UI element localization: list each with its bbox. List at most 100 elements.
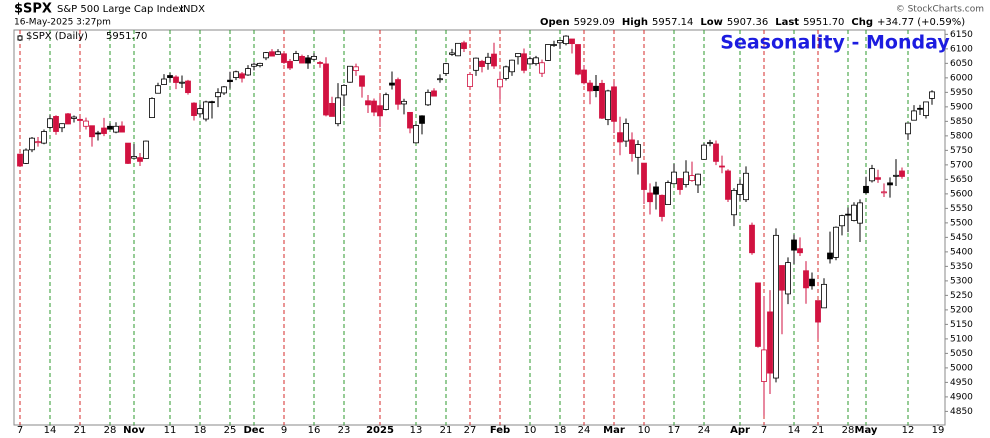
- plot: 4850 4900 4950 5000 5050 5100 5150 5200 5250 5300…: [17, 30, 973, 436]
- candle-body: [203, 101, 209, 120]
- candle-body: [443, 63, 449, 74]
- index-name: S&P 500 Large Cap Index: [57, 4, 184, 15]
- candle-body: [869, 168, 875, 182]
- candle-body: [755, 282, 761, 347]
- candle-body: [791, 239, 797, 251]
- candle-body: [809, 278, 815, 287]
- y-tick-label: 4950: [950, 378, 973, 388]
- x-tick-label: 14: [44, 425, 57, 436]
- y-tick-label: 4900: [950, 392, 973, 402]
- legend-name: $SPX (Daily): [26, 31, 88, 42]
- candle-body: [503, 66, 509, 79]
- x-tick-label: 12: [902, 425, 915, 436]
- quote-label: Open: [540, 17, 570, 28]
- quote-value: 5951.70: [803, 17, 844, 28]
- candle-body: [677, 178, 683, 190]
- candle-body: [617, 132, 623, 143]
- candle-body: [131, 156, 137, 159]
- candle-body: [89, 125, 95, 138]
- candle-body: [479, 60, 485, 67]
- y-tick-label: 5250: [950, 291, 973, 301]
- quote-label: Chg: [851, 17, 873, 28]
- candle-body: [389, 82, 395, 86]
- x-tick-label: Dec: [243, 425, 264, 436]
- quote-value: 5907.36: [727, 17, 768, 28]
- candle-body: [605, 90, 611, 121]
- candle-body: [113, 125, 119, 133]
- x-tick-label: 11: [164, 425, 177, 436]
- candle-body: [719, 165, 725, 168]
- timestamp: 16-May-2025 3:27pm: [14, 18, 111, 28]
- y-tick-label: 5550: [950, 204, 973, 214]
- x-tick-label: 14: [788, 425, 801, 436]
- candle-body: [857, 202, 863, 224]
- candle-body: [875, 177, 881, 180]
- candle-body: [269, 51, 275, 57]
- candle-body: [515, 53, 521, 58]
- candle-body: [347, 65, 353, 83]
- x-tick-label: 9: [281, 425, 287, 436]
- x-tick-label: 25: [224, 425, 237, 436]
- candle-body: [653, 186, 659, 195]
- candle-body: [473, 57, 479, 71]
- candle-body: [509, 59, 515, 73]
- y-tick-label: 5500: [950, 218, 973, 228]
- candle-body: [905, 122, 911, 135]
- candle-body: [545, 44, 551, 61]
- x-tick-label: 28: [104, 425, 117, 436]
- candle-body: [257, 62, 263, 67]
- candle-body: [305, 57, 311, 64]
- candle-body: [497, 78, 503, 88]
- candle-body: [449, 52, 455, 55]
- candle-body: [245, 68, 251, 76]
- x-tick-label: 17: [668, 425, 681, 436]
- candle-body: [659, 194, 665, 217]
- candle-body: [317, 62, 323, 64]
- candle-body: [821, 283, 827, 309]
- candle-body: [287, 60, 293, 69]
- candle-body: [731, 189, 737, 216]
- symbol: $SPX: [14, 2, 52, 17]
- candle-body: [29, 137, 35, 151]
- exchange: INDX: [180, 4, 205, 15]
- candle-body: [371, 100, 377, 113]
- quote-value: +34.77 (+0.59%): [877, 17, 965, 28]
- candle-body: [575, 44, 581, 75]
- y-tick-label: 6150: [950, 30, 973, 40]
- candle-body: [647, 192, 653, 203]
- quote-value: 5957.14: [652, 17, 693, 28]
- candle-body: [281, 53, 287, 63]
- candle-body: [593, 85, 599, 92]
- candle-body: [923, 101, 929, 116]
- candle-body: [635, 144, 641, 158]
- candle-body: [353, 66, 359, 72]
- y-tick-label: 5850: [950, 117, 973, 127]
- candle-body: [803, 270, 809, 289]
- candle-body: [929, 91, 935, 99]
- y-tick-label: 5300: [950, 276, 973, 286]
- candle-body: [341, 84, 347, 96]
- candle-body: [197, 108, 203, 115]
- candle-body: [41, 131, 47, 144]
- y-tick-label: 5750: [950, 146, 973, 156]
- candle-body: [587, 82, 593, 92]
- x-tick-label: 21: [74, 425, 87, 436]
- x-tick-label: 18: [194, 425, 207, 436]
- candle-body: [689, 175, 695, 181]
- y-tick-label: 5200: [950, 305, 973, 315]
- y-tick-label: 5100: [950, 334, 973, 344]
- candle-body: [899, 170, 905, 177]
- candle-body: [863, 185, 869, 194]
- candle-body: [815, 300, 821, 323]
- x-tick-label: 28: [842, 425, 855, 436]
- candle-body: [761, 349, 767, 382]
- quote-label: Last: [775, 17, 799, 28]
- candle-body: [401, 100, 407, 105]
- y-tick-label: 5350: [950, 262, 973, 272]
- candle-body: [521, 53, 527, 71]
- candle-body: [77, 118, 83, 121]
- candle-body: [491, 53, 497, 67]
- legend-icon: [17, 35, 23, 41]
- y-tick-label: 5600: [950, 189, 973, 199]
